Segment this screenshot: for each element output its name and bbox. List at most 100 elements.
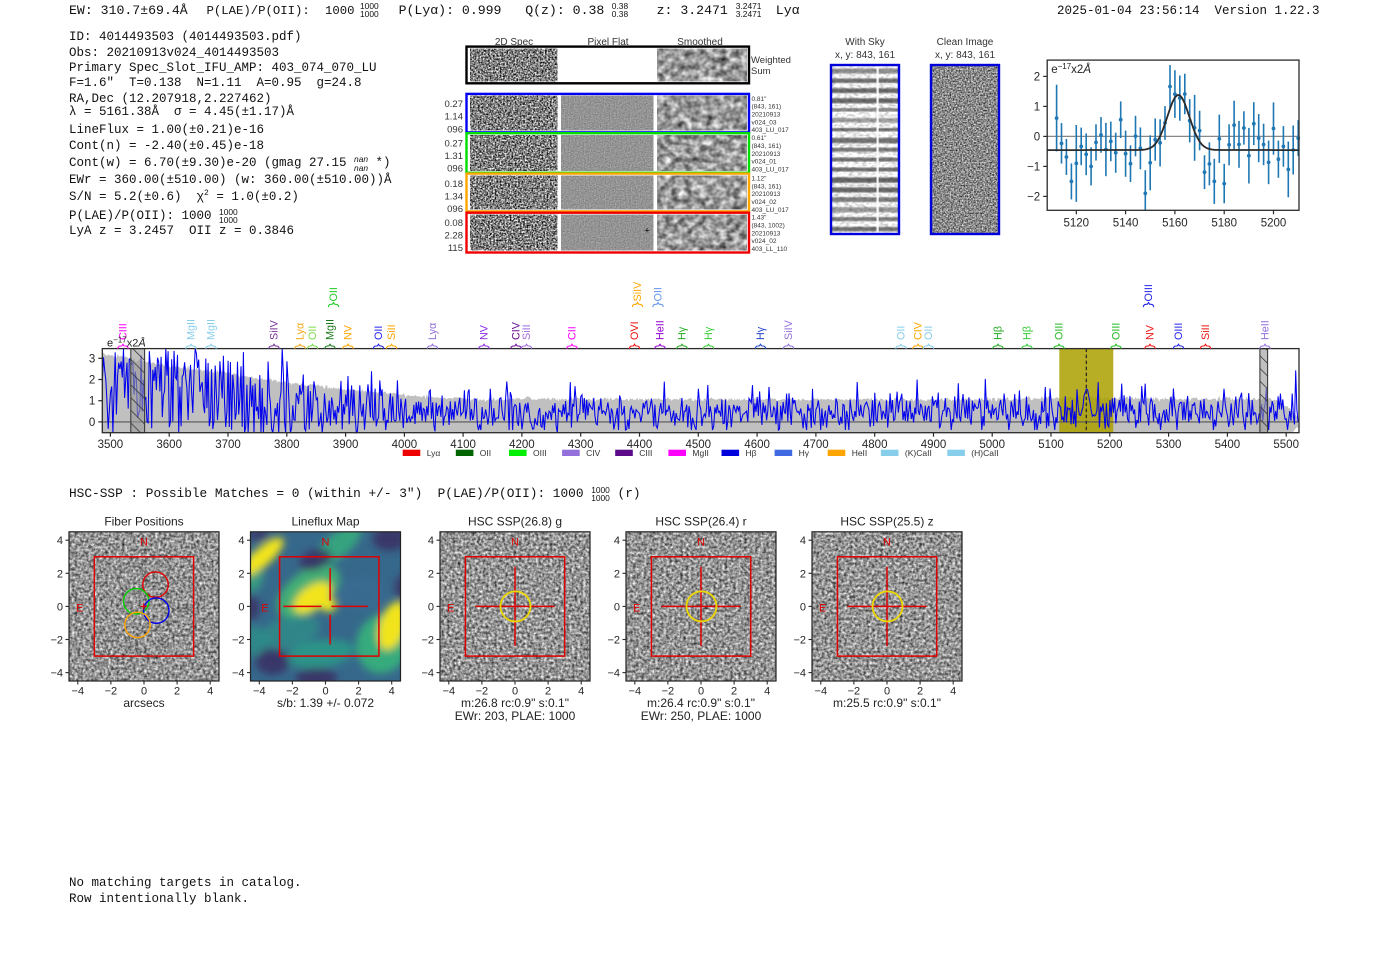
svg-text:EWr: 250, PLAE: 1000: EWr: 250, PLAE: 1000	[641, 709, 762, 723]
svg-text:0.08: 0.08	[445, 218, 464, 229]
svg-text:403_LU_017: 403_LU_017	[752, 166, 790, 173]
svg-text:(843, 161): (843, 161)	[752, 183, 782, 190]
svg-text:OII: OII	[480, 448, 491, 458]
svg-text:0: 0	[884, 686, 890, 698]
svg-text:20210913: 20210913	[752, 112, 781, 119]
svg-text:4600: 4600	[744, 439, 770, 451]
svg-text:SiIV: SiIV	[632, 281, 644, 302]
svg-text:2: 2	[238, 568, 244, 580]
svg-text:20210913: 20210913	[752, 191, 781, 198]
svg-text:0: 0	[238, 601, 244, 613]
svg-text:v024_02: v024_02	[752, 199, 777, 206]
svg-text:m:26.8 rc:0.9" s:0.1": m:26.8 rc:0.9" s:0.1"	[461, 696, 569, 710]
svg-text:OIII: OIII	[1173, 323, 1185, 340]
svg-text:2D Spec: 2D Spec	[495, 37, 533, 48]
svg-text:4300: 4300	[568, 439, 594, 451]
svg-text:2.28: 2.28	[445, 231, 464, 242]
svg-text:−4: −4	[607, 668, 620, 680]
svg-text:1.43": 1.43"	[752, 215, 768, 222]
svg-text:m:25.5 rc:0.9" s:0.1": m:25.5 rc:0.9" s:0.1"	[833, 696, 941, 710]
svg-text:SiII: SiII	[386, 324, 398, 340]
svg-text:E: E	[76, 602, 83, 614]
svg-text:CIV: CIV	[586, 448, 601, 458]
svg-text:CII: CII	[567, 326, 579, 340]
svg-text:5180: 5180	[1211, 217, 1237, 229]
svg-text:2: 2	[174, 686, 180, 698]
svg-text:5400: 5400	[1215, 439, 1241, 451]
svg-text:−2: −2	[232, 635, 245, 647]
svg-text:N: N	[322, 537, 330, 549]
svg-text:−4: −4	[815, 686, 828, 698]
svg-text:4000: 4000	[392, 439, 418, 451]
svg-text:E: E	[261, 602, 268, 614]
svg-text:20210913: 20210913	[752, 151, 781, 158]
svg-text:−2: −2	[793, 635, 806, 647]
svg-text:Lyα: Lyα	[295, 323, 307, 340]
svg-text:Fiber Positions: Fiber Positions	[104, 515, 183, 529]
svg-text:−4: −4	[443, 686, 456, 698]
svg-text:N: N	[697, 537, 705, 549]
svg-text:0: 0	[1034, 131, 1040, 143]
svg-text:v024_02: v024_02	[752, 238, 777, 245]
svg-text:0: 0	[428, 601, 434, 613]
svg-text:(843, 161): (843, 161)	[752, 104, 782, 111]
svg-text:3900: 3900	[333, 439, 359, 451]
svg-text:Lineflux Map: Lineflux Map	[291, 515, 359, 529]
svg-text:0.27: 0.27	[445, 138, 464, 149]
svg-text:−2: −2	[421, 635, 434, 647]
svg-text:5000: 5000	[979, 439, 1005, 451]
svg-text:OIII: OIII	[533, 448, 547, 458]
svg-text:4: 4	[950, 686, 956, 698]
svg-text:OIII: OIII	[1143, 284, 1155, 301]
svg-text:4100: 4100	[450, 439, 476, 451]
svg-text:2: 2	[800, 568, 806, 580]
svg-text:−4: −4	[253, 686, 266, 698]
svg-text:OII: OII	[307, 326, 319, 340]
svg-text:CIV: CIV	[913, 321, 925, 340]
svg-text:v024_03: v024_03	[752, 119, 777, 126]
svg-text:Hγ: Hγ	[703, 326, 715, 340]
svg-text:SiII: SiII	[1200, 324, 1212, 340]
svg-text:Hβ: Hβ	[1022, 326, 1034, 340]
svg-text:0.27: 0.27	[445, 99, 464, 110]
svg-text:E: E	[633, 602, 640, 614]
svg-text:4500: 4500	[686, 439, 712, 451]
svg-text:v024_01: v024_01	[752, 159, 777, 166]
svg-text:x, y: 843, 161: x, y: 843, 161	[935, 50, 995, 61]
svg-text:N: N	[511, 537, 519, 549]
svg-text:4: 4	[238, 535, 244, 547]
svg-text:−4: −4	[50, 668, 63, 680]
svg-text:096: 096	[447, 204, 463, 215]
svg-text:E: E	[819, 602, 826, 614]
svg-text:Hγ: Hγ	[677, 326, 689, 340]
svg-text:0.18: 0.18	[445, 179, 464, 190]
svg-text:N: N	[140, 537, 148, 549]
svg-text:SiII: SiII	[521, 324, 533, 340]
svg-text:2: 2	[356, 686, 362, 698]
svg-text:−4: −4	[72, 686, 85, 698]
svg-text:CIV: CIV	[511, 321, 523, 340]
svg-text:1.14: 1.14	[445, 112, 464, 123]
svg-text:−4: −4	[421, 668, 434, 680]
svg-text:With Sky: With Sky	[845, 37, 884, 48]
svg-text:4: 4	[578, 686, 584, 698]
svg-text:4: 4	[389, 686, 395, 698]
svg-text:OIII: OIII	[1054, 323, 1066, 340]
svg-text:HSC SSP(26.8) g: HSC SSP(26.8) g	[468, 515, 562, 529]
svg-text:4: 4	[614, 535, 620, 547]
svg-text:e−17x2Å: e−17x2Å	[107, 336, 146, 350]
svg-text:5100: 5100	[1038, 439, 1064, 451]
svg-text:3600: 3600	[156, 439, 182, 451]
svg-text:OII: OII	[328, 287, 340, 301]
svg-text:MgII: MgII	[186, 319, 198, 340]
svg-text:OII: OII	[373, 326, 385, 340]
svg-text:5140: 5140	[1113, 217, 1139, 229]
svg-text:5500: 5500	[1273, 439, 1299, 451]
svg-text:1: 1	[1034, 101, 1040, 113]
svg-text:−4: −4	[793, 668, 806, 680]
svg-text:2: 2	[614, 568, 620, 580]
svg-text:0.61": 0.61"	[752, 135, 768, 142]
svg-text:EWr: 203, PLAE: 1000: EWr: 203, PLAE: 1000	[455, 709, 576, 723]
svg-text:4: 4	[428, 535, 434, 547]
svg-text:Weighted: Weighted	[751, 55, 791, 66]
